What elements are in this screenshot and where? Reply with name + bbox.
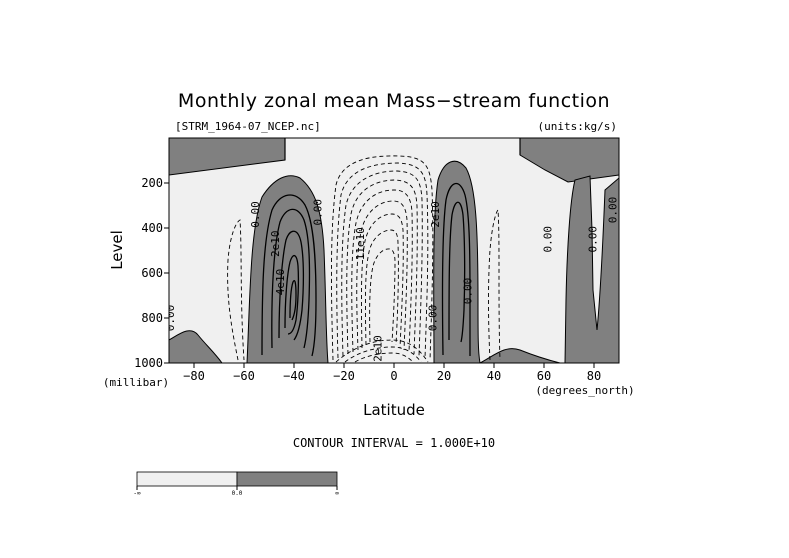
contour-label: 2e10 [269,231,282,258]
y-tick-label: 400 [141,221,163,235]
x-tick-label: −60 [233,369,255,383]
x-axis-label: Latitude [363,401,425,419]
x-tick-label: 40 [487,369,501,383]
contour-label: 11e10 [354,227,367,260]
x-tick-label: −20 [333,369,355,383]
contour-label: 4e10 [274,269,287,296]
colorbar-label-max: ∞ [335,490,339,497]
north-cell-contours [441,182,471,356]
region-far-north [564,175,619,363]
colorbar: -∞ 0.0 ∞ [133,471,339,497]
plot-background [169,138,619,363]
x-tick-label: 80 [587,369,601,383]
x-axis-units: (degrees_north) [535,384,634,397]
plot-area: 0.00 2e10 4e10 0.00 0.00 11e10 -2e10 0.00 2e10 0.… [164,138,620,368]
y-tick-label: 800 [141,311,163,325]
outer-dashed-contours [227,208,501,361]
x-tick-label: 0 [390,369,397,383]
units-label: (units:kg/s) [538,120,617,133]
contour-label: 2e10 [429,201,442,228]
contour-label: 0.00 [462,278,475,305]
file-label: [STRM_1964-07_NCEP.nc] [175,120,321,133]
tropical-dashed-contours [331,155,434,363]
colorbar-negative-swatch [136,471,238,487]
x-tick-label: 60 [537,369,551,383]
x-tick-label: 20 [437,369,451,383]
y-axis-units: (millibar) [103,376,169,389]
contour-label: -2e10 [372,335,385,368]
contour-label: 0.00 [312,199,325,226]
region-ne-bottom [479,348,561,363]
south-cell-contours [261,194,317,357]
y-axis: 1000 800 600 400 200 [134,176,169,370]
contour-labels: 0.00 2e10 4e10 0.00 0.00 11e10 -2e10 0.00 2e10 0.… [164,197,620,368]
contour-label: 0.00 [542,226,555,253]
y-tick-label: 1000 [134,356,163,370]
y-axis-label: Level [108,230,126,270]
contour-interval-label: CONTOUR INTERVAL = 1.000E+10 [293,436,495,450]
contour-label: 0.00 [587,226,600,253]
x-axis: −80 −60 −40 −20 0 20 40 60 80 [183,363,601,383]
zero-contours [284,138,521,160]
region-sw-corner [169,330,223,363]
contour-label: 0.00 [427,305,440,332]
region-north-cell [433,160,481,363]
contour-label: 0.00 [249,201,262,228]
x-tick-label: −40 [283,369,305,383]
x-tick-label: −80 [183,369,205,383]
y-tick-label: 200 [141,176,163,190]
colorbar-label-min: -∞ [133,490,141,497]
contour-label: 0.00 [607,197,620,224]
y-tick-label: 600 [141,266,163,280]
colorbar-label-zero: 0.0 [232,490,243,497]
chart-title: Monthly zonal mean Mass−stream function [178,90,610,112]
contour-label: 0.00 [164,305,177,332]
colorbar-positive-swatch [236,471,338,487]
